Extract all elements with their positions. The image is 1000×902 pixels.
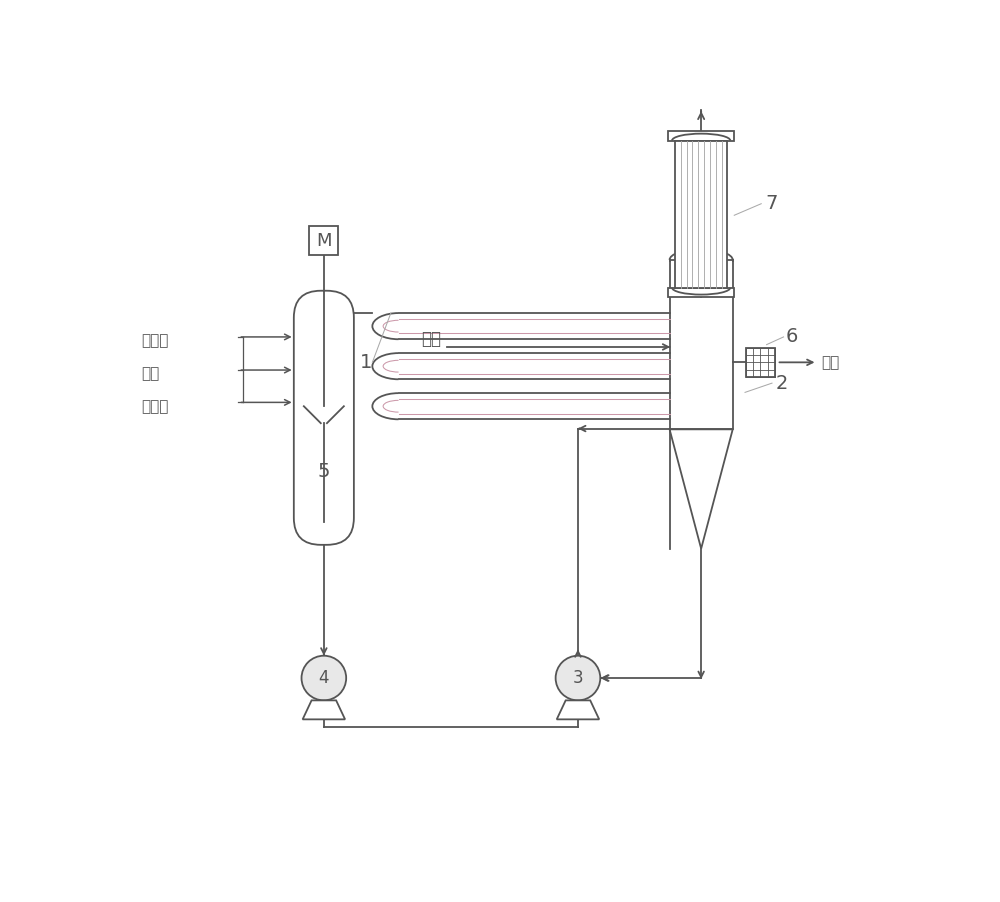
- Bar: [670, 260, 733, 429]
- Text: 2: 2: [776, 373, 788, 392]
- Bar: [309, 226, 338, 255]
- FancyBboxPatch shape: [294, 290, 354, 545]
- Text: 5: 5: [318, 462, 330, 481]
- Text: 6: 6: [786, 327, 798, 346]
- Circle shape: [302, 656, 346, 700]
- Text: 1: 1: [360, 353, 372, 372]
- Text: 甲醇: 甲醇: [141, 366, 160, 382]
- Text: M: M: [316, 232, 332, 250]
- Text: 氯丙烯: 氯丙烯: [141, 399, 169, 414]
- Polygon shape: [303, 700, 345, 720]
- Text: 清液: 清液: [821, 354, 840, 370]
- Bar: [746, 347, 775, 377]
- Text: 双氧水: 双氧水: [141, 333, 169, 348]
- Text: 7: 7: [765, 194, 777, 213]
- Text: 4: 4: [319, 669, 329, 687]
- Bar: [668, 288, 734, 297]
- Text: 氮气: 氮气: [422, 330, 442, 348]
- Bar: [675, 141, 727, 288]
- Circle shape: [556, 656, 600, 700]
- Polygon shape: [670, 429, 733, 548]
- Bar: [668, 132, 734, 141]
- Polygon shape: [557, 700, 599, 720]
- Text: 3: 3: [573, 669, 583, 687]
